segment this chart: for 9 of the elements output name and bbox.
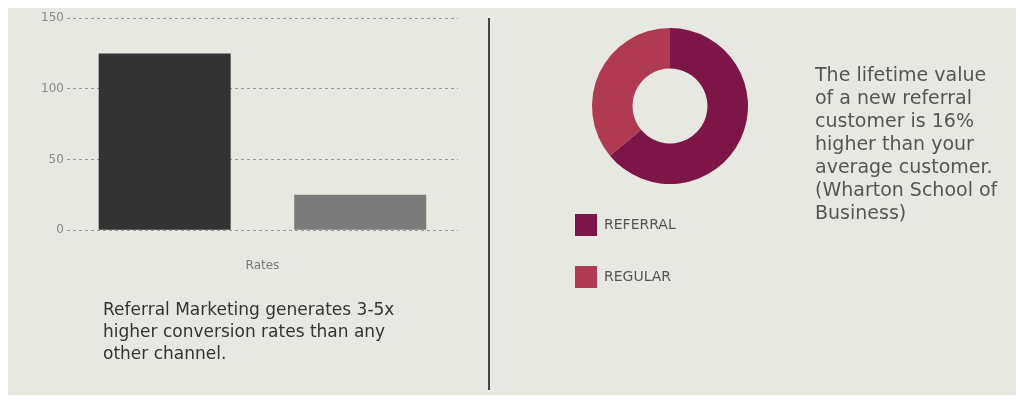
y-tick-label: 0 [56, 222, 64, 237]
y-tick-label: 50 [48, 151, 64, 166]
legend-label: REFERRAL [604, 215, 676, 232]
y-tick-label: 150 [41, 10, 64, 25]
x-axis-title: Rates [245, 257, 280, 272]
y-tick-label: 100 [41, 80, 64, 95]
text: The lifetime value of a new referral customer is 16% higher than your average customer. (Wharton School of Business) [815, 63, 999, 224]
text: Referral Marketing generates 3-5x higher conversion rates than any other channel. [103, 298, 396, 364]
legend-label: REGULAR [604, 267, 672, 284]
